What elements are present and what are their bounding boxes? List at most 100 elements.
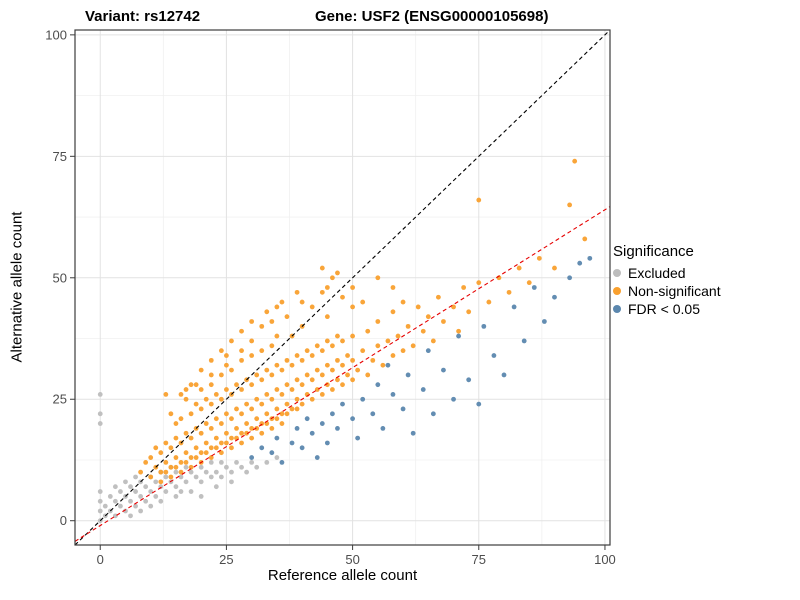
data-point — [188, 411, 194, 417]
x-tick-label: 100 — [594, 552, 616, 567]
data-point — [218, 460, 224, 465]
data-point — [476, 280, 482, 286]
data-point — [138, 494, 144, 499]
data-point — [178, 489, 184, 494]
data-point — [279, 421, 285, 426]
data-point — [274, 387, 280, 392]
data-point — [143, 484, 149, 490]
data-point — [224, 464, 229, 470]
data-point — [319, 289, 325, 295]
legend-label-excluded: Excluded — [628, 265, 686, 281]
data-point — [188, 382, 194, 388]
data-point — [198, 406, 204, 412]
data-point — [345, 372, 350, 378]
data-point — [335, 333, 340, 339]
data-point — [148, 503, 154, 509]
data-point — [254, 416, 260, 422]
data-point — [244, 401, 250, 407]
data-point — [375, 275, 381, 281]
data-point — [294, 406, 300, 412]
data-point — [97, 489, 103, 494]
data-point — [229, 479, 234, 485]
data-point — [264, 309, 270, 315]
data-point — [128, 484, 133, 490]
data-point — [239, 328, 244, 334]
points-fdr-0-05 — [249, 255, 593, 465]
data-point — [229, 338, 234, 344]
data-point — [254, 372, 260, 378]
axis-tick-labels: 0 25 50 75 100 0 25 50 75 100 — [45, 27, 616, 567]
data-point — [178, 391, 184, 397]
data-point — [264, 460, 270, 465]
data-point — [254, 464, 260, 470]
data-point — [375, 319, 381, 324]
data-point — [299, 445, 305, 451]
data-point — [511, 304, 517, 310]
data-point — [430, 338, 436, 344]
data-point — [269, 343, 275, 349]
data-point — [203, 421, 209, 426]
data-point — [193, 474, 199, 480]
data-point — [239, 464, 244, 470]
data-point — [284, 314, 290, 320]
data-point — [390, 309, 396, 315]
data-point — [97, 421, 103, 426]
data-point — [319, 421, 325, 426]
legend-item-fdr: FDR < 0.05 — [613, 301, 721, 317]
data-point — [335, 357, 340, 363]
data-point — [229, 435, 234, 441]
data-point — [118, 503, 123, 509]
data-point — [567, 275, 573, 281]
data-point — [163, 489, 169, 494]
data-point — [400, 348, 406, 354]
data-point — [208, 382, 214, 388]
data-point — [330, 411, 335, 417]
data-point — [350, 333, 355, 339]
data-point — [173, 435, 179, 441]
data-point — [153, 494, 159, 499]
data-point — [405, 372, 411, 378]
data-point — [213, 445, 219, 451]
data-point — [294, 377, 300, 383]
data-point — [506, 289, 512, 295]
data-point — [390, 353, 396, 358]
data-point — [168, 445, 174, 451]
data-point — [173, 464, 179, 470]
data-point — [405, 323, 411, 329]
data-point — [390, 391, 396, 397]
data-point — [319, 391, 325, 397]
legend-item-excluded: Excluded — [613, 265, 721, 281]
data-point — [249, 353, 255, 358]
data-point — [451, 396, 456, 402]
data-point — [582, 236, 588, 242]
y-tick-label: 25 — [53, 392, 67, 407]
data-point — [239, 387, 244, 392]
data-point — [279, 299, 285, 305]
y-tick-label: 75 — [53, 149, 67, 164]
data-point — [168, 411, 174, 417]
data-point — [203, 469, 209, 475]
data-point — [324, 382, 330, 388]
data-point — [324, 314, 330, 320]
data-point — [193, 445, 199, 451]
data-point — [143, 498, 149, 504]
data-point — [239, 348, 244, 354]
data-point — [335, 425, 340, 431]
data-point — [330, 275, 335, 281]
data-point — [234, 425, 239, 431]
data-point — [365, 372, 371, 378]
data-point — [229, 445, 234, 451]
data-point — [249, 435, 255, 441]
data-point — [309, 353, 315, 358]
data-point — [355, 367, 361, 373]
data-point — [345, 353, 350, 358]
data-point — [239, 357, 244, 363]
legend-item-non-significant: Non-significant — [613, 283, 721, 299]
data-point — [203, 450, 209, 456]
data-point — [274, 406, 280, 412]
x-tick-label: 0 — [97, 552, 104, 567]
data-point — [163, 469, 169, 475]
data-point — [456, 328, 461, 334]
data-point — [173, 484, 179, 490]
data-point — [340, 382, 345, 388]
